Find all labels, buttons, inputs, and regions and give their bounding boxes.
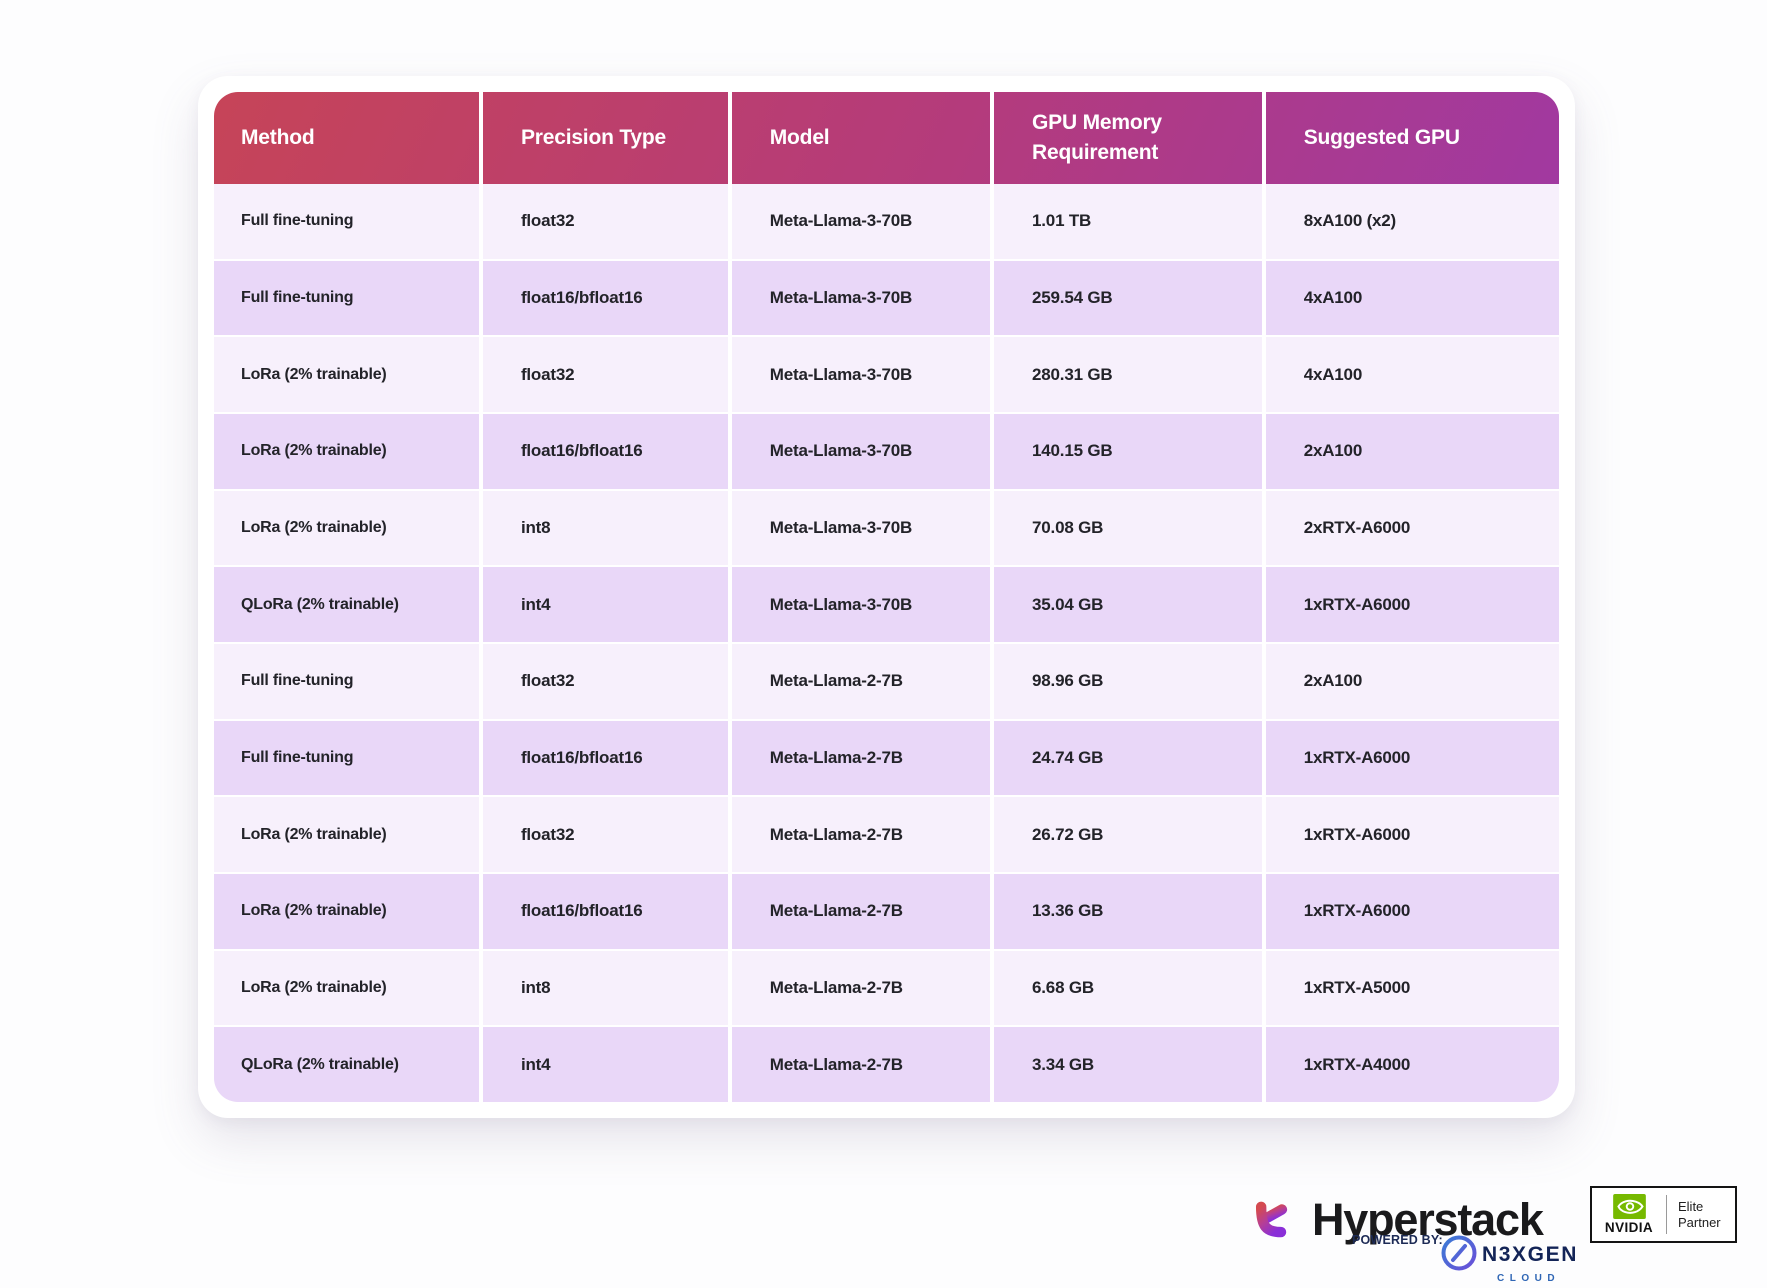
table-cell: Full fine-tuning bbox=[214, 184, 479, 259]
table-cell: 280.31 GB bbox=[990, 337, 1262, 413]
table-cell: LoRa (2% trainable) bbox=[214, 337, 479, 413]
hyperstack-icon bbox=[1255, 1186, 1289, 1242]
table-cell: 26.72 GB bbox=[990, 797, 1262, 873]
table-cell: Meta-Llama-2-7B bbox=[727, 720, 991, 796]
column-header: GPU Memory Requirement bbox=[990, 92, 1262, 184]
table-cell: Meta-Llama-2-7B bbox=[727, 874, 991, 949]
table-cell: float32 bbox=[478, 184, 728, 259]
table-cell: 13.36 GB bbox=[990, 874, 1262, 949]
badge-divider bbox=[1666, 1195, 1667, 1234]
table-cell: QLoRa (2% trainable) bbox=[214, 1027, 479, 1102]
table-cell: 1xRTX-A6000 bbox=[1261, 720, 1559, 796]
badge-line-elite: Elite bbox=[1678, 1198, 1704, 1214]
table-row: Full fine-tuning float16/bfloat16 Meta-Lla… bbox=[214, 718, 1559, 796]
table-cell: float16/bfloat16 bbox=[478, 414, 728, 489]
table-cell: Meta-Llama-2-7B bbox=[727, 644, 991, 719]
table-cell: int4 bbox=[478, 567, 728, 643]
table-row: QLoRa (2% trainable) int4 Meta-Llama-2-7B 3… bbox=[214, 1025, 1559, 1102]
table-cell: float32 bbox=[478, 337, 728, 413]
table-cell: 1.01 TB bbox=[990, 184, 1262, 259]
table-cell: Meta-Llama-3-70B bbox=[727, 184, 991, 259]
table-cell: 70.08 GB bbox=[990, 490, 1262, 566]
table-cell: Meta-Llama-3-70B bbox=[727, 490, 991, 566]
table-cell: LoRa (2% trainable) bbox=[214, 414, 479, 489]
table-row: LoRa (2% trainable) float16/bfloat16 Meta-… bbox=[214, 872, 1559, 949]
table-cell: int8 bbox=[478, 490, 728, 566]
nvidia-eye-icon bbox=[1612, 1194, 1646, 1219]
table-cell: 140.15 GB bbox=[990, 414, 1262, 489]
hyperstack-wordmark: Hyperstack bbox=[1312, 1194, 1544, 1245]
table-cell: Meta-Llama-3-70B bbox=[727, 567, 991, 643]
gpu-requirements-table: Method Precision Type Model GPU Memory Requ… bbox=[214, 92, 1559, 1102]
table-cell: LoRa (2% trainable) bbox=[214, 950, 479, 1026]
nvidia-wordmark: NVIDIA bbox=[1604, 1220, 1654, 1235]
column-header: Model bbox=[727, 92, 990, 184]
table-header-row: Method Precision Type Model GPU Memory Requ… bbox=[214, 92, 1559, 184]
table-row: LoRa (2% trainable) float32 Meta-Llama-3-7… bbox=[214, 335, 1559, 413]
table-cell: float16/bfloat16 bbox=[478, 260, 728, 336]
table-row: Full fine-tuning float32 Meta-Llama-3-70B 1… bbox=[214, 184, 1559, 259]
n3xgen-wordmark: N3XGEN bbox=[1482, 1243, 1578, 1266]
table-cell: 1xRTX-A6000 bbox=[1261, 874, 1559, 949]
table-cell: Meta-Llama-2-7B bbox=[727, 950, 991, 1026]
table-cell: int8 bbox=[478, 950, 728, 1026]
column-header: Suggested GPU bbox=[1261, 92, 1559, 184]
table-cell: 1xRTX-A6000 bbox=[1261, 797, 1559, 873]
table-cell: float32 bbox=[478, 797, 728, 873]
table-cell: LoRa (2% trainable) bbox=[214, 874, 479, 949]
table-cell: float32 bbox=[478, 644, 728, 719]
table-row: Full fine-tuning float16/bfloat16 Meta-Lla… bbox=[214, 258, 1559, 336]
table-cell: LoRa (2% trainable) bbox=[214, 490, 479, 566]
table-cell: 24.74 GB bbox=[990, 720, 1262, 796]
table-cell: 259.54 GB bbox=[990, 260, 1262, 336]
table-cell: 3.34 GB bbox=[990, 1027, 1262, 1102]
powered-by-label: POWERED BY: bbox=[1352, 1233, 1443, 1247]
table-cell: Full fine-tuning bbox=[214, 260, 479, 336]
table-cell: 2xA100 bbox=[1261, 644, 1559, 719]
table-row: LoRa (2% trainable) int8 Meta-Llama-2-7B 6.… bbox=[214, 948, 1559, 1026]
table-body: Full fine-tuning float32 Meta-Llama-3-70B 1… bbox=[214, 184, 1559, 1102]
table-cell: Meta-Llama-3-70B bbox=[727, 337, 991, 413]
gpu-requirements-card: Method Precision Type Model GPU Memory Requ… bbox=[198, 76, 1575, 1118]
table-cell: 98.96 GB bbox=[990, 644, 1262, 719]
table-cell: 2xA100 bbox=[1261, 414, 1559, 489]
table-cell: float16/bfloat16 bbox=[478, 874, 728, 949]
table-row: Full fine-tuning float32 Meta-Llama-2-7B 98… bbox=[214, 642, 1559, 719]
nvidia-logo-block: NVIDIA bbox=[1592, 1188, 1666, 1241]
table-cell: Meta-Llama-3-70B bbox=[727, 414, 991, 489]
table-row: LoRa (2% trainable) int8 Meta-Llama-3-70B 7… bbox=[214, 488, 1559, 566]
table-row: LoRa (2% trainable) float16/bfloat16 Meta-… bbox=[214, 412, 1559, 489]
table-cell: float16/bfloat16 bbox=[478, 720, 728, 796]
table-row: QLoRa (2% trainable) int4 Meta-Llama-3-70B… bbox=[214, 565, 1559, 643]
table-cell: Full fine-tuning bbox=[214, 720, 479, 796]
column-header: Method bbox=[241, 125, 315, 149]
table-cell: 1xRTX-A4000 bbox=[1261, 1027, 1559, 1102]
table-cell: Meta-Llama-3-70B bbox=[727, 260, 991, 336]
table-cell: 6.68 GB bbox=[990, 950, 1262, 1026]
table-cell: Full fine-tuning bbox=[214, 644, 479, 719]
table-cell: QLoRa (2% trainable) bbox=[214, 567, 479, 643]
n3xgen-logo-icon bbox=[1441, 1235, 1477, 1271]
column-header: Precision Type bbox=[478, 92, 728, 184]
table-row: LoRa (2% trainable) float32 Meta-Llama-2-7… bbox=[214, 795, 1559, 873]
table-cell: Meta-Llama-2-7B bbox=[727, 1027, 991, 1102]
table-cell: Meta-Llama-2-7B bbox=[727, 797, 991, 873]
n3xgen-cloud-label: CLOUD bbox=[1497, 1273, 1561, 1284]
nvidia-elite-partner-badge: NVIDIA Elite Partner bbox=[1590, 1186, 1737, 1243]
badge-line-partner: Partner bbox=[1678, 1214, 1721, 1230]
table-cell: 4xA100 bbox=[1261, 260, 1559, 336]
table-cell: 1xRTX-A5000 bbox=[1261, 950, 1559, 1026]
table-cell: int4 bbox=[478, 1027, 728, 1102]
table-cell: 35.04 GB bbox=[990, 567, 1262, 643]
table-cell: 2xRTX-A6000 bbox=[1261, 490, 1559, 566]
elite-partner-label: Elite Partner bbox=[1667, 1188, 1735, 1241]
table-cell: 8xA100 (x2) bbox=[1261, 184, 1559, 259]
table-cell: LoRa (2% trainable) bbox=[214, 797, 479, 873]
table-cell: 4xA100 bbox=[1261, 337, 1559, 413]
table-cell: 1xRTX-A6000 bbox=[1261, 567, 1559, 643]
